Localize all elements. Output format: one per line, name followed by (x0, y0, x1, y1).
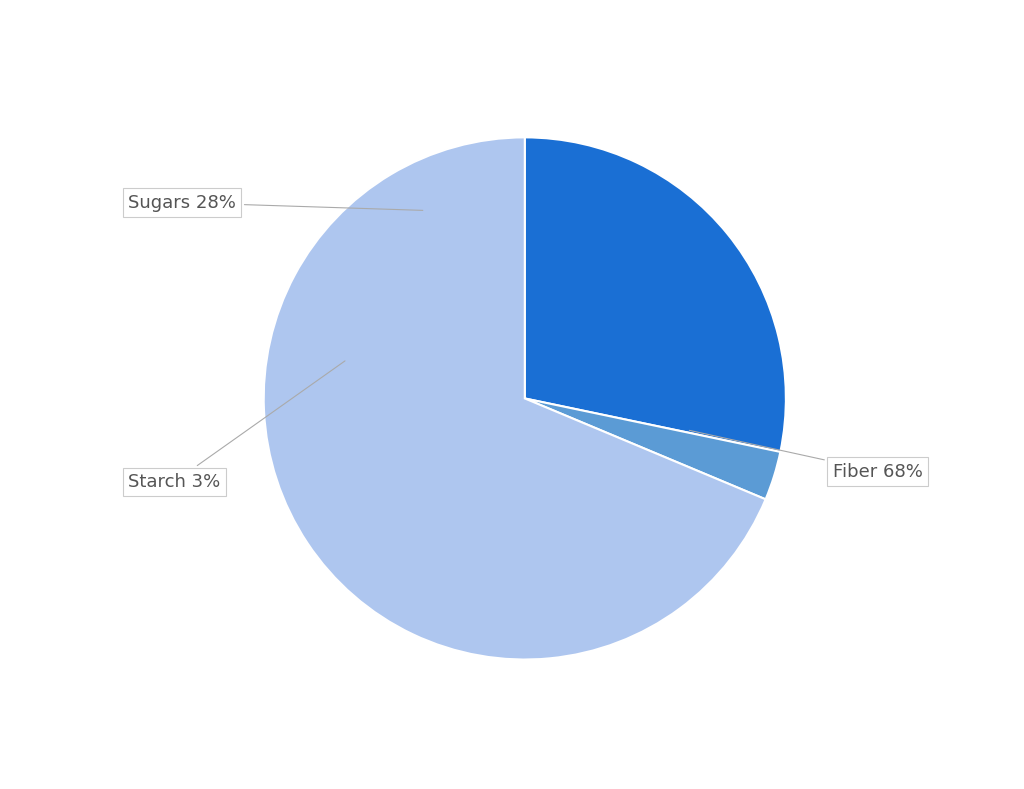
Text: Sugars 28%: Sugars 28% (128, 193, 423, 211)
Wedge shape (524, 398, 780, 499)
Wedge shape (524, 137, 785, 452)
Text: Fiber 68%: Fiber 68% (689, 430, 923, 481)
Text: Starch 3%: Starch 3% (128, 361, 345, 491)
Wedge shape (264, 137, 766, 660)
